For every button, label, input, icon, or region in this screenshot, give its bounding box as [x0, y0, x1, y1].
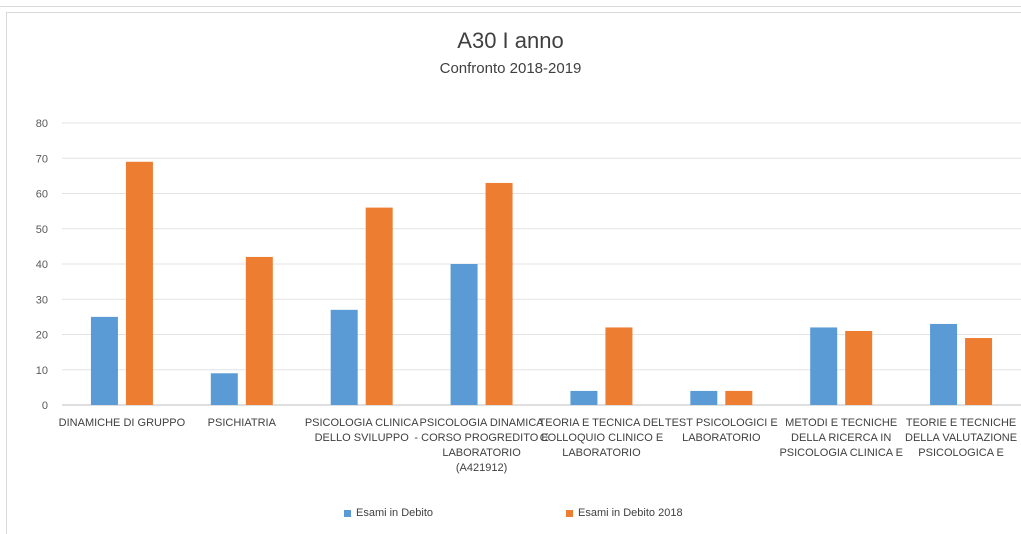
y-tick-label: 10	[36, 365, 48, 377]
bar-series-2	[485, 182, 513, 405]
bar-series-2	[725, 390, 753, 405]
bar-series-1	[330, 309, 358, 405]
bar-series-2	[965, 338, 993, 405]
bar-series-1	[930, 323, 958, 405]
bar-series-1	[570, 390, 598, 405]
bar-series-1	[690, 390, 718, 405]
legend-swatch-series-1	[344, 509, 351, 517]
bar-series-2	[365, 207, 393, 405]
x-tick-label: METODI E TECNICHE DELLA RICERCA IN PSICOLO…	[779, 417, 903, 459]
y-tick-label: 0	[42, 400, 48, 412]
legend-item-series-2: Esami in Debito 2018	[566, 507, 683, 519]
y-tick-label: 40	[36, 259, 48, 271]
legend-label-series-1: Esami in Debito	[356, 507, 434, 519]
bar-series-2	[125, 161, 153, 405]
x-tick-label: PSICOLOGIA CLINICA DELLO SVILUPPO	[305, 417, 419, 444]
chart-subtitle: Confronto 2018-2019	[439, 60, 582, 77]
top-strip	[0, 0, 1021, 7]
chart-title: A30 I anno	[457, 28, 564, 53]
bar-series-2	[245, 256, 273, 405]
x-tick-label: TEST PSICOLOGICI E LABORATORIO	[665, 417, 778, 444]
bar-series-1	[90, 316, 118, 405]
x-tick-label: DINAMICHE DI GRUPPO	[59, 417, 186, 429]
x-tick-label: PSICHIATRIA	[208, 417, 277, 429]
bar-series-1	[210, 373, 238, 405]
bar-series-1	[450, 264, 478, 405]
y-tick-label: 70	[36, 153, 48, 165]
bar-series-2	[605, 327, 633, 405]
y-tick-label: 20	[36, 330, 48, 342]
bar-series-1	[810, 327, 838, 405]
legend-swatch-series-2	[566, 509, 573, 517]
legend-label-series-2: Esami in Debito 2018	[578, 507, 683, 519]
chart-area	[6, 12, 1021, 534]
y-tick-label: 30	[36, 294, 48, 306]
y-tick-label: 60	[36, 189, 48, 201]
y-tick-label: 50	[36, 224, 48, 236]
legend-item-series-1: Esami in Debito	[344, 507, 433, 519]
y-tick-label: 80	[36, 118, 48, 130]
x-tick-label: TEORIE E TECNICHE DELLA VALUTAZIONE PSICOL…	[905, 417, 1017, 459]
bar-series-2	[845, 330, 873, 405]
